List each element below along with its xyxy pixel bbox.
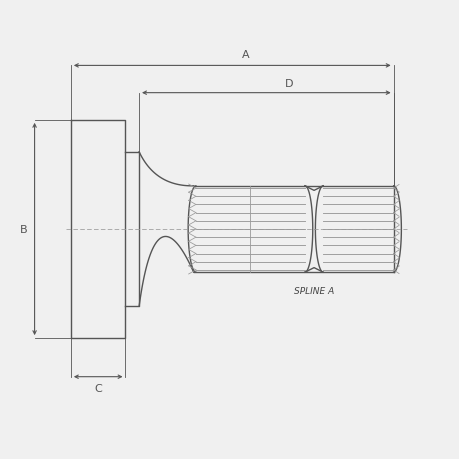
Text: C: C (94, 383, 102, 393)
Text: B: B (19, 224, 27, 235)
Text: D: D (284, 78, 293, 89)
Text: SPLINE A: SPLINE A (293, 286, 334, 295)
Text: A: A (241, 50, 249, 60)
